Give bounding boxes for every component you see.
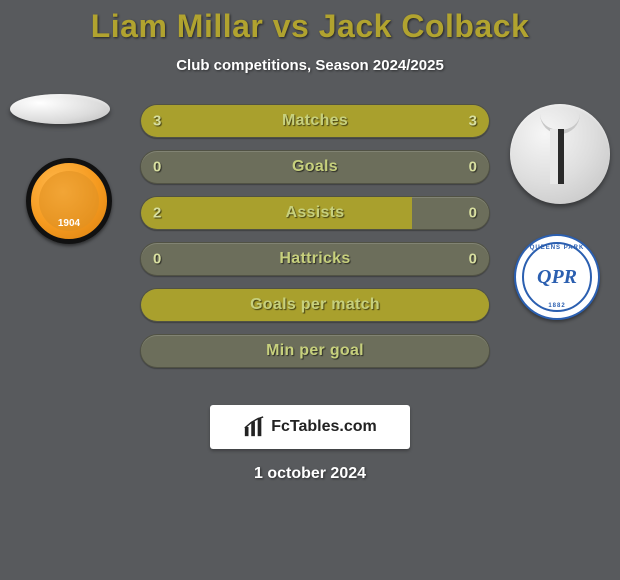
- club-left-badge: 1904: [26, 158, 112, 244]
- player-left-avatar: [10, 94, 110, 124]
- stat-bars: 33Matches 00Goals 20Assists 00Hattricks Goal…: [140, 104, 490, 380]
- stat-label: Goals: [141, 158, 489, 176]
- club-left-year: 1904: [31, 218, 107, 229]
- club-right-badge: QUEENS PARK QPR 1882: [514, 234, 600, 320]
- club-right-initials: QPR: [522, 242, 592, 312]
- stat-row: 00Hattricks: [140, 242, 490, 276]
- stat-label: Min per goal: [141, 342, 489, 360]
- date-text: 1 october 2024: [0, 465, 620, 483]
- stat-row: Goals per match: [140, 288, 490, 322]
- player-right-avatar: [510, 104, 610, 204]
- subtitle: Club competitions, Season 2024/2025: [0, 57, 620, 74]
- stat-label: Matches: [141, 112, 489, 130]
- stat-row: 33Matches: [140, 104, 490, 138]
- stat-label: Goals per match: [141, 296, 489, 314]
- stat-row: 00Goals: [140, 150, 490, 184]
- page-title: Liam Millar vs Jack Colback: [0, 0, 620, 45]
- stat-row: 20Assists: [140, 196, 490, 230]
- stat-label: Assists: [141, 204, 489, 222]
- chart-icon: [243, 416, 265, 438]
- stat-label: Hattricks: [141, 250, 489, 268]
- branding-text: FcTables.com: [271, 418, 377, 436]
- branding-badge: FcTables.com: [210, 405, 410, 449]
- stat-row: Min per goal: [140, 334, 490, 368]
